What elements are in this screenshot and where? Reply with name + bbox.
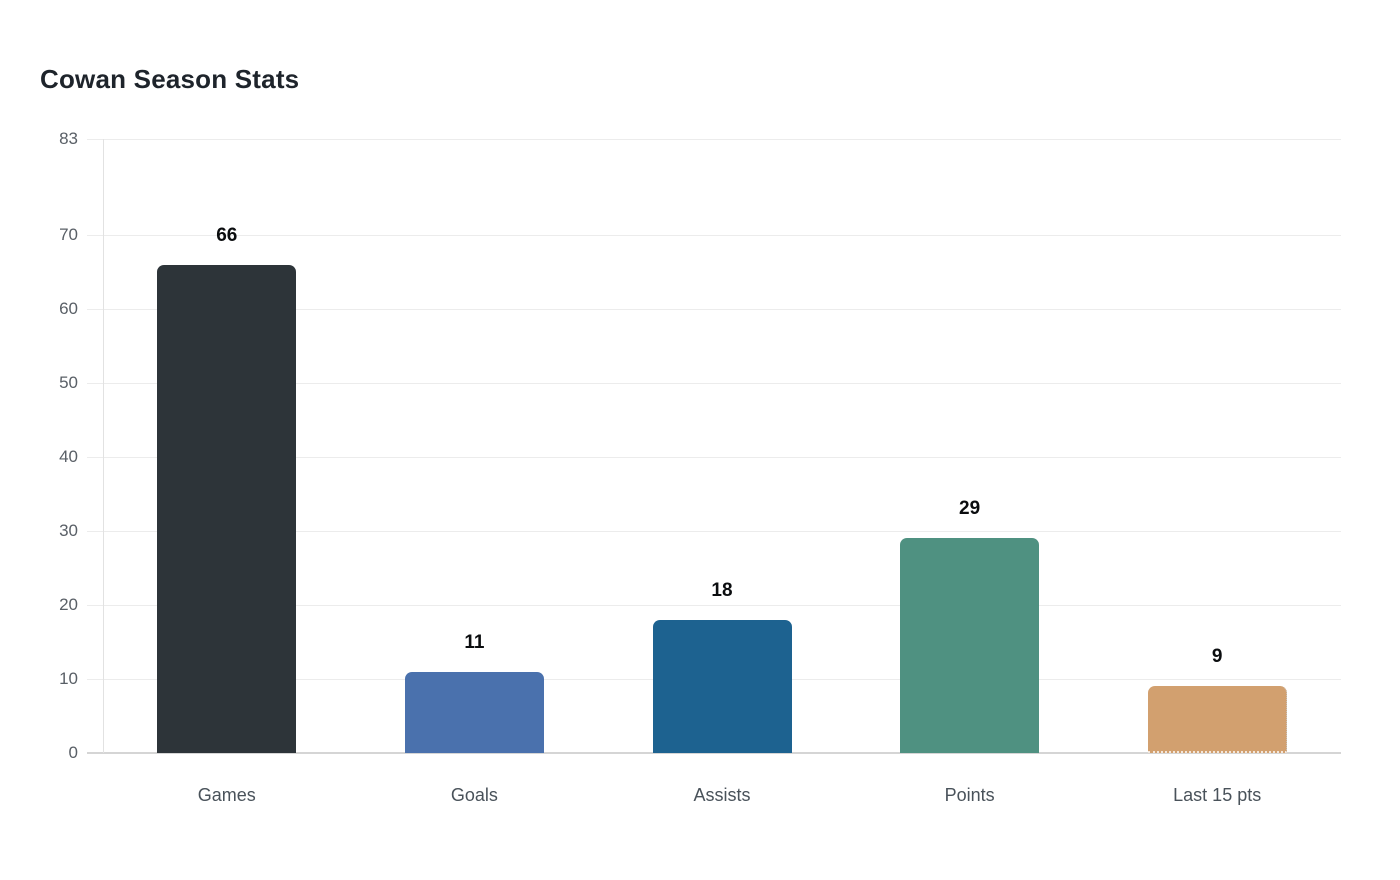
x-axis-label: Goals [450, 785, 498, 805]
x-axis-label: Points [944, 785, 995, 805]
y-axis-tick-label: 70 [59, 225, 78, 245]
y-axis-tick-label: 0 [68, 743, 78, 762]
gridline [87, 235, 1341, 237]
gridline [87, 605, 1341, 607]
y-axis-tick-label: 40 [59, 447, 78, 467]
x-axis-label: Assists [693, 785, 751, 805]
gridline [87, 383, 1341, 385]
bar-value-label: 66 [216, 224, 238, 246]
x-axis-label: Games [197, 785, 256, 805]
bar-value-label: 11 [464, 631, 485, 653]
bar-goals [404, 671, 544, 753]
bar-assists [652, 619, 792, 753]
bar-value-label: 18 [711, 579, 733, 601]
gridline [87, 309, 1341, 311]
y-axis-tick-label: 83 [59, 129, 78, 148]
gridline [87, 531, 1341, 533]
y-axis-tick-label: 20 [59, 595, 78, 615]
gridline [87, 752, 1341, 754]
y-axis-tick-label: 30 [59, 521, 78, 541]
bar-value-label: 29 [959, 498, 981, 520]
x-axis-label: Last 15 pts [1173, 785, 1262, 805]
bar-points [900, 538, 1040, 753]
gridline [87, 457, 1341, 459]
gridline [87, 139, 1341, 140]
y-axis-line [103, 139, 104, 753]
chart-title: Cowan Season Stats [40, 64, 300, 94]
bar-last-15-pts [1147, 686, 1287, 753]
y-axis-tick-label: 10 [59, 669, 78, 689]
y-axis-tick-label: 60 [59, 299, 78, 319]
y-axis-tick-label: 50 [59, 373, 78, 393]
bar-value-label: 9 [1211, 646, 1223, 668]
bar-games [157, 264, 297, 753]
